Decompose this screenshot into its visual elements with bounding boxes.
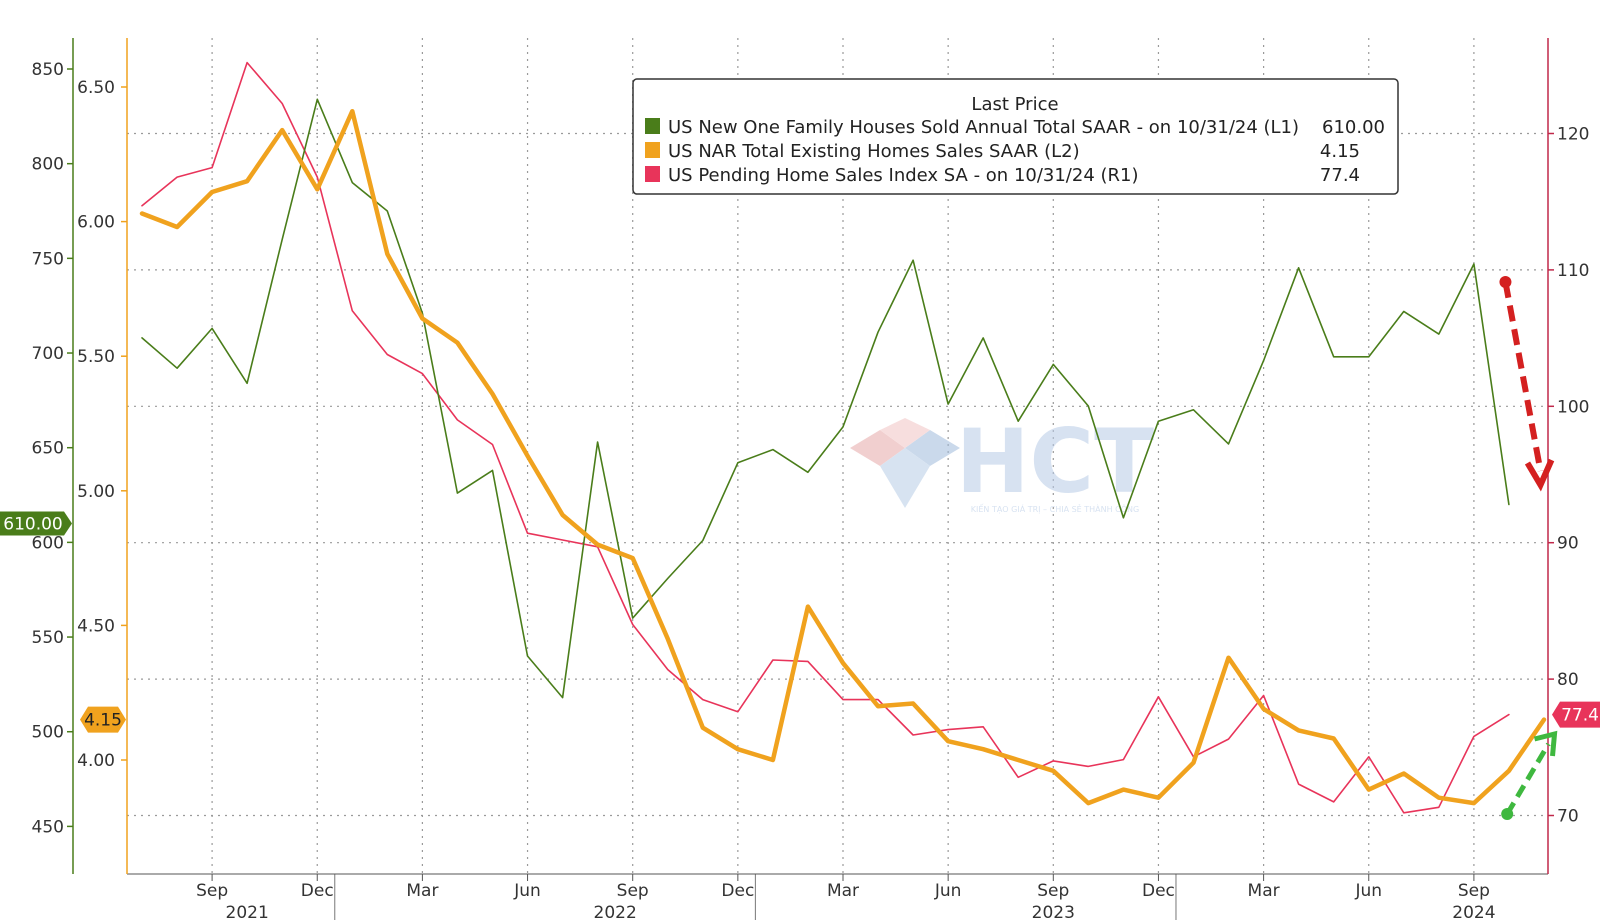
series-new-homes-line <box>141 98 1510 699</box>
axis-l2-label: 6.50 <box>77 78 115 98</box>
x-tick-label: Jun <box>934 881 962 901</box>
axis-l1-label: 650 <box>32 439 64 459</box>
x-tick-label: Jun <box>513 881 541 901</box>
legend-label-existing-homes: US NAR Total Existing Homes Sales SAAR (… <box>668 141 1080 162</box>
tag-l1-value: 610.00 <box>3 514 62 534</box>
x-tick-label: Mar <box>827 881 859 901</box>
green-arrow-head <box>1533 730 1558 757</box>
x-tick-label: Mar <box>406 881 438 901</box>
x-year-label: 2021 <box>226 903 269 920</box>
x-year-label: 2023 <box>1032 903 1075 920</box>
watermark-tagline: KIẾN TẠO GIÁ TRỊ – CHIA SẺ THÀNH CÔNG <box>971 503 1140 515</box>
red-arrow-shaft <box>1502 281 1544 472</box>
x-year-label: 2022 <box>594 903 637 920</box>
tag-l1-box <box>0 511 72 536</box>
watermark: HCT KIẾN TẠO GIÁ TRỊ – CHIA SẺ THÀNH CÔN… <box>850 410 1154 515</box>
green-arrow-shaft <box>1505 742 1551 816</box>
series-lines <box>139 61 1547 814</box>
watermark-text: HCT <box>956 410 1154 513</box>
axis-l1-label: 700 <box>32 344 64 364</box>
axis-l2-label: 5.50 <box>77 347 115 367</box>
x-tick-label: Dec <box>721 881 754 901</box>
legend-value-pending-homes: 77.4 <box>1320 165 1360 186</box>
legend-entry-existing-homes: US NAR Total Existing Homes Sales SAAR (… <box>645 141 1360 162</box>
series-existing-homes-line <box>139 108 1547 806</box>
legend-value-new-homes: 610.00 <box>1322 117 1385 138</box>
axis-l1-label: 500 <box>32 723 64 743</box>
axis-l1-label: 850 <box>32 60 64 80</box>
x-tick-label: Dec <box>301 881 334 901</box>
tag-r1-box <box>1552 701 1600 728</box>
x-year-label: 2024 <box>1452 903 1495 920</box>
axis-l1-label: 550 <box>32 628 64 648</box>
axis-r1-label: 70 <box>1557 807 1579 827</box>
axis-r1-label: 90 <box>1557 534 1579 554</box>
axis-r1-label: 110 <box>1557 261 1589 281</box>
axis-l2-label: 6.00 <box>77 213 115 233</box>
axes: Sep Dec Mar Jun Sep Dec Mar Jun Sep Dec Mar Jun Sep 2… <box>32 38 1589 920</box>
axis-l1-label: 800 <box>32 155 64 175</box>
series-pending-homes-line <box>141 61 1510 814</box>
tag-l2-value: 4.15 <box>84 711 122 731</box>
last-price-tags: 610.00 4.15 77.4 <box>0 511 1600 733</box>
legend-label-new-homes: US New One Family Houses Sold Annual Tot… <box>668 117 1299 138</box>
legend-value-existing-homes: 4.15 <box>1320 141 1360 162</box>
axis-l2-label: 5.00 <box>77 482 115 502</box>
legend-swatch-existing-homes <box>645 142 660 158</box>
red-arrow-head <box>1524 458 1555 492</box>
axis-l1-label: 450 <box>32 817 64 837</box>
axis-l2-label: 4.00 <box>77 751 115 771</box>
tag-r1-value: 77.4 <box>1561 706 1599 726</box>
legend-entry-new-homes: US New One Family Houses Sold Annual Tot… <box>645 117 1385 138</box>
x-tick-label: Sep <box>196 881 228 901</box>
legend-swatch-pending-homes <box>645 166 660 182</box>
legend: Last Price US New One Family Houses Sold… <box>632 78 1399 195</box>
axis-l2-label: 4.50 <box>77 616 115 636</box>
legend-entry-pending-homes: US Pending Home Sales Index SA - on 10/3… <box>645 165 1360 186</box>
axis-l1-label: 750 <box>32 249 64 269</box>
tag-l2-box <box>80 706 126 733</box>
axis-l1-label: 600 <box>32 533 64 553</box>
legend-title: Last Price <box>971 94 1058 115</box>
x-tick-label: Mar <box>1248 881 1280 901</box>
x-tick-label: Sep <box>617 881 649 901</box>
x-tick-label: Jun <box>1354 881 1382 901</box>
x-tick-label: Dec <box>1142 881 1175 901</box>
axis-r1-label: 80 <box>1557 670 1579 690</box>
axis-r1-label: 120 <box>1557 125 1589 145</box>
watermark-logo <box>850 418 960 508</box>
annotation-arrows <box>1499 276 1558 820</box>
legend-label-pending-homes: US Pending Home Sales Index SA - on 10/3… <box>668 165 1139 186</box>
x-tick-label: Sep <box>1037 881 1069 901</box>
legend-box <box>632 78 1399 195</box>
x-tick-label: Sep <box>1458 881 1490 901</box>
legend-swatch-new-homes <box>645 118 660 134</box>
axis-r1-label: 100 <box>1557 397 1589 417</box>
